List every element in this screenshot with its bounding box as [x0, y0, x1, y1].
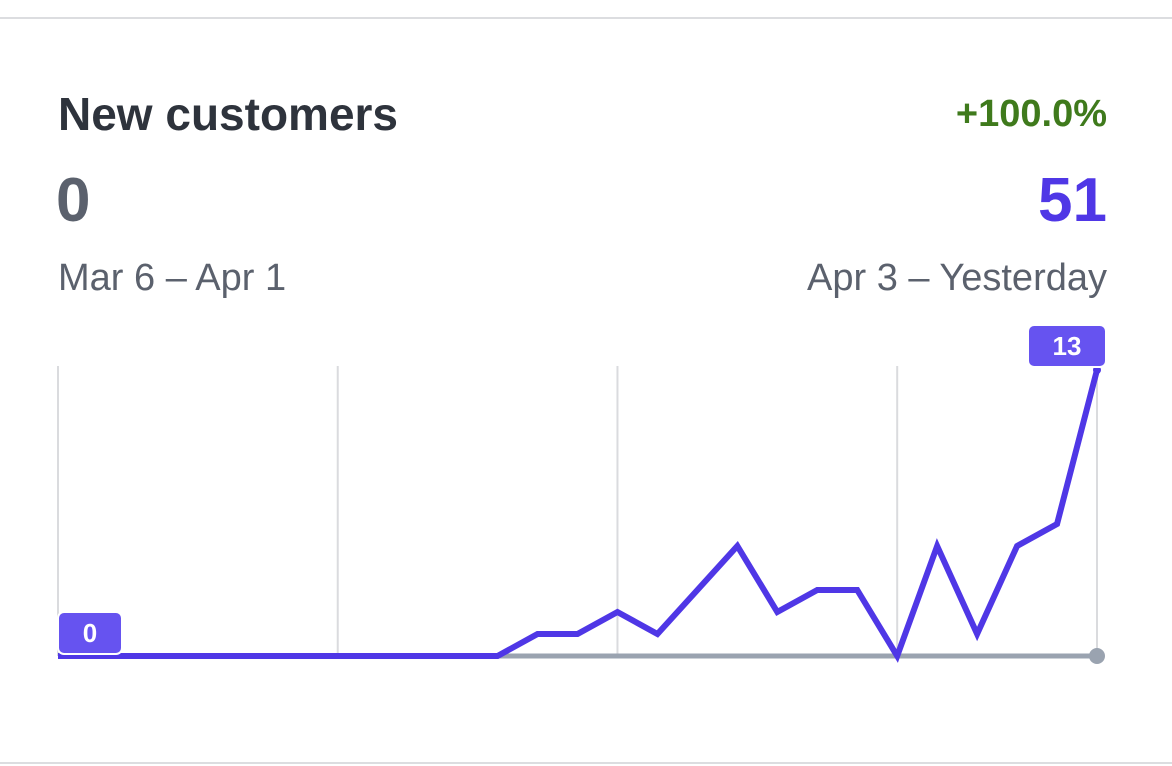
series-line [58, 369, 1100, 663]
change-percent: +100.0% [956, 93, 1107, 135]
badge-box [1027, 324, 1107, 368]
current-period: Apr 3 – Yesterday [807, 257, 1107, 299]
end-dot [1089, 648, 1105, 664]
previous-period: Mar 6 – Apr 1 [58, 257, 286, 299]
value-badge: 13 [1027, 324, 1107, 368]
badge-box [57, 611, 123, 655]
current-total: 51 [1038, 166, 1107, 235]
badge-label: 0 [83, 618, 97, 648]
card-title: New customers [58, 88, 398, 140]
badge-label: 13 [1053, 331, 1082, 361]
previous-total: 0 [56, 166, 90, 235]
value-badge: 0 [57, 611, 123, 655]
